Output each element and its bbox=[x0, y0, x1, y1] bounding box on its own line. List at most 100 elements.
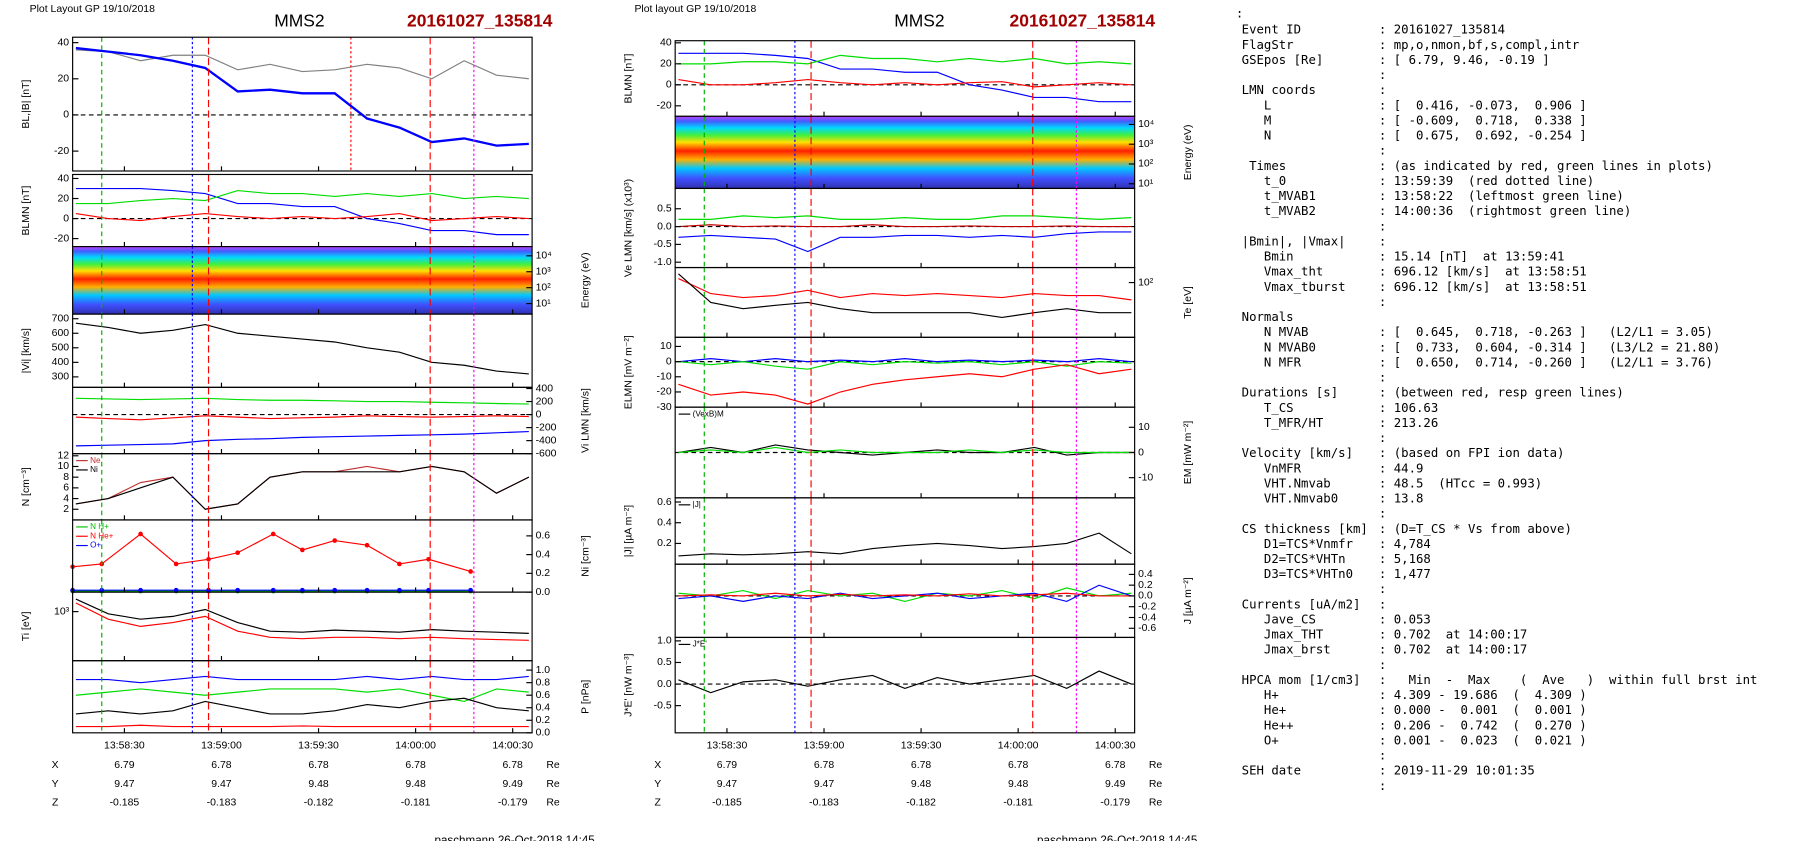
y-tick-label: -30 bbox=[657, 402, 672, 413]
y-axis-label: Energy (eV) bbox=[1183, 124, 1194, 180]
y-tick-label: 0.4 bbox=[536, 703, 551, 714]
panel: 0.0 0.20.4 0.6 0.81.0 P [nPa] bbox=[72, 660, 591, 739]
y-axis-label: BLMN [nT] bbox=[623, 53, 634, 103]
series-line bbox=[678, 278, 1132, 301]
x-tick-label: 13:58:30 bbox=[707, 740, 748, 751]
y-tick-label: 0.2 bbox=[657, 538, 672, 549]
ephemeris-value: 9.49 bbox=[503, 779, 524, 790]
ephemeris-value: 6.78 bbox=[308, 760, 329, 771]
legend-label: N He+ bbox=[90, 531, 114, 540]
y-tick-label: 0.6 bbox=[536, 690, 551, 701]
y-axis-label: Te [eV] bbox=[1183, 286, 1194, 319]
y-tick-label: 0 bbox=[63, 110, 69, 121]
data-point bbox=[332, 587, 338, 593]
data-point bbox=[468, 587, 473, 593]
summary-key: Normals bbox=[1242, 310, 1294, 324]
panel-frame bbox=[72, 519, 533, 593]
series-line bbox=[678, 364, 1132, 405]
data-point bbox=[206, 556, 211, 562]
summary-value: : 1,477 bbox=[1379, 567, 1431, 581]
y-tick-label: 10³ bbox=[1138, 139, 1154, 150]
ephemeris-unit: Re bbox=[546, 760, 560, 771]
panel: N H+N He+O+ 0.0 0.2 0.4 0.6 Ni [cm⁻³] bbox=[70, 519, 591, 598]
summary-value: : 13.8 bbox=[1379, 492, 1424, 506]
y-tick-label: 12 bbox=[58, 451, 70, 462]
series-line bbox=[75, 322, 529, 375]
y-tick-label: -20 bbox=[54, 146, 69, 157]
panel: |J| 0.2 0.4 0.6 |J| [µA m⁻²] bbox=[623, 497, 1136, 565]
y-tick-label: 0.5 bbox=[657, 204, 672, 215]
data-point bbox=[468, 569, 473, 574]
summary-value: : 2019-11-29 10:01:35 bbox=[1379, 764, 1535, 778]
y-tick-label: -0.5 bbox=[654, 700, 672, 711]
summary-value: : bbox=[1379, 582, 1386, 596]
data-point bbox=[235, 550, 240, 556]
summary-key: CS thickness [km] bbox=[1242, 522, 1368, 536]
plot-header: Plot Layout GP 19/10/2018 bbox=[30, 4, 156, 15]
summary-value: : 13:58:22 (leftmost green line) bbox=[1379, 189, 1624, 203]
panel-frame bbox=[674, 187, 1136, 269]
summary-value: : 0.702 at 14:00:17 bbox=[1379, 643, 1527, 657]
y-axis-label: |J| [µA m⁻²] bbox=[623, 505, 634, 557]
summary-value: : 0.053 bbox=[1379, 612, 1431, 626]
y-tick-label: -0.2 bbox=[1138, 601, 1156, 612]
series-line bbox=[678, 592, 1132, 597]
summary-key: Durations [s] bbox=[1242, 386, 1339, 400]
summary-value: : 15.14 [nT] at 13:59:41 bbox=[1379, 250, 1565, 264]
series-line bbox=[678, 215, 1132, 220]
plot-footer: paschmann 26-Oct-2018 14:45 bbox=[435, 834, 595, 841]
ephemeris-value: 6.78 bbox=[503, 760, 524, 771]
summary-value: : bbox=[1379, 144, 1386, 158]
ephemeris-value: 9.49 bbox=[1105, 779, 1126, 790]
x-tick-label: 13:59:30 bbox=[901, 740, 942, 751]
ephemeris-label: Y bbox=[654, 779, 661, 790]
y-tick-label: 40 bbox=[660, 38, 672, 49]
summary-key: He+ bbox=[1242, 703, 1287, 717]
y-tick-label: 0 bbox=[666, 80, 672, 91]
plot-title: MMS2 bbox=[894, 11, 944, 31]
summary-value: : 696.12 [km/s] at 13:58:51 bbox=[1379, 265, 1587, 279]
series-line bbox=[75, 697, 529, 715]
series-line bbox=[678, 78, 1132, 88]
legend-label: Ne bbox=[90, 456, 101, 465]
y-tick-label: -200 bbox=[536, 422, 557, 433]
ephemeris-value: 9.47 bbox=[814, 779, 835, 790]
y-axis-label: P [nPa] bbox=[580, 680, 591, 714]
summary-value: : [ 0.416, -0.073, 0.906 ] bbox=[1379, 98, 1587, 112]
y-tick-label: -10 bbox=[1138, 472, 1153, 483]
ephemeris-value: 6.79 bbox=[114, 760, 135, 771]
summary-value: : 44.9 bbox=[1379, 461, 1424, 475]
y-tick-label: 10 bbox=[1138, 422, 1150, 433]
panel: 10¹ 10² 10³ 10⁴ Energy (eV) bbox=[674, 115, 1194, 190]
series-line bbox=[678, 54, 1132, 65]
ephemeris-label: Z bbox=[655, 797, 662, 808]
summary-key: N MFR bbox=[1242, 355, 1302, 369]
summary-value: : 4.309 - 19.686 ( 4.309 ) bbox=[1379, 688, 1587, 702]
panel-frame bbox=[72, 453, 533, 521]
y-tick-label: 40 bbox=[58, 173, 70, 184]
y-tick-label: -20 bbox=[54, 233, 69, 244]
ephemeris-value: 6.78 bbox=[405, 760, 426, 771]
summary-key: D3=TCS*VHTn0 bbox=[1242, 567, 1353, 581]
data-point bbox=[206, 587, 211, 593]
summary-value: : mp,o,nmon,bf,s,compl,intr bbox=[1379, 38, 1579, 52]
series-line bbox=[75, 397, 529, 405]
ephemeris-unit: Re bbox=[1149, 760, 1163, 771]
summary-key: Jmax_brst bbox=[1242, 643, 1331, 657]
summary-key: H+ bbox=[1242, 688, 1279, 702]
summary-value: : (D=T_CS * Vs from above) bbox=[1379, 522, 1572, 536]
legend-label: J*E' bbox=[693, 640, 708, 649]
ephemeris-unit: Re bbox=[546, 779, 560, 790]
ephemeris-value: 6.78 bbox=[814, 760, 835, 771]
summary-value: : 106.63 bbox=[1379, 401, 1438, 415]
y-tick-label: 20 bbox=[660, 59, 672, 70]
plot-footer: paschmann 26-Oct-2018 14:45 bbox=[1037, 834, 1197, 841]
series-line bbox=[75, 187, 529, 236]
y-tick-label: 10 bbox=[58, 461, 70, 472]
y-tick-label: -0.6 bbox=[1138, 623, 1156, 634]
summary-key: t_MVAB1 bbox=[1242, 189, 1316, 203]
panel-frame bbox=[72, 660, 533, 734]
ephemeris-value: -0.179 bbox=[498, 797, 528, 808]
data-point bbox=[300, 547, 305, 553]
y-axis-label: |Vi| [km/s] bbox=[21, 328, 32, 373]
